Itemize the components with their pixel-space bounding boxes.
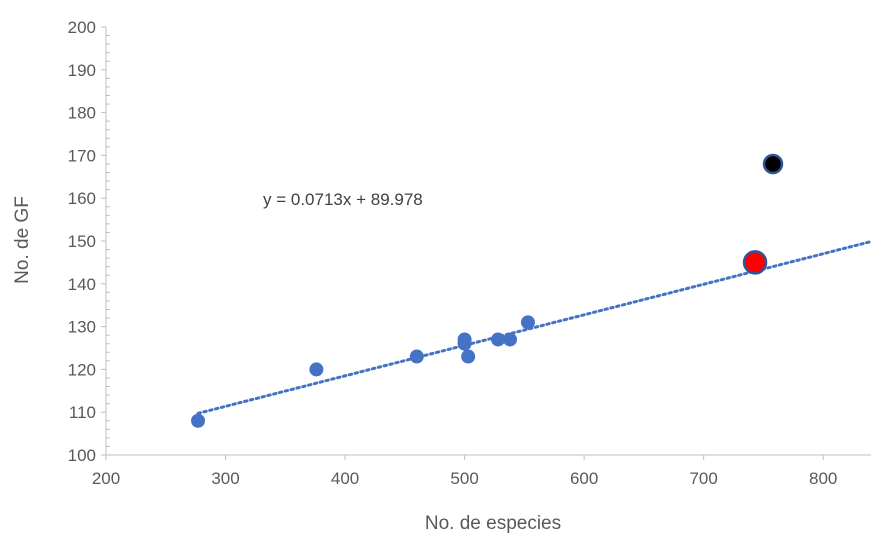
y-tick-label: 120 — [68, 360, 96, 379]
highlight-point-red — [742, 250, 768, 275]
y-tick-label: 140 — [68, 275, 96, 294]
x-tick-label: 800 — [809, 469, 837, 488]
data-point — [309, 362, 324, 377]
data-point — [191, 413, 206, 428]
x-tick-label: 700 — [689, 469, 717, 488]
y-axis-title: No. de GF — [12, 196, 33, 284]
data-point — [409, 349, 424, 364]
x-tick-label: 400 — [331, 469, 359, 488]
data-point — [491, 332, 506, 347]
y-tick-label: 160 — [68, 189, 96, 208]
trendline-equation: y = 0.0713x + 89.978 — [263, 190, 423, 209]
axes: 100 110 120 130 140 150 160 170 180 190 200 200 300 4… — [68, 18, 871, 488]
data-point — [503, 332, 518, 347]
data-point — [461, 349, 476, 364]
x-axis-title: No. de especies — [425, 513, 561, 534]
y-tick-label: 170 — [68, 146, 96, 165]
data-point — [520, 315, 535, 330]
trendline-group — [196, 240, 871, 415]
y-tick-label: 190 — [68, 61, 96, 80]
x-tick-label: 600 — [570, 469, 598, 488]
trendline — [196, 240, 871, 415]
data-point — [457, 336, 472, 351]
y-tick-label: 180 — [68, 104, 96, 123]
data-points — [191, 153, 784, 428]
y-tick-label: 130 — [68, 318, 96, 337]
y-tick-label: 150 — [68, 232, 96, 251]
highlight-point-black — [762, 153, 784, 175]
x-tick-label: 300 — [211, 469, 239, 488]
x-tick-label: 200 — [92, 469, 120, 488]
y-tick-label: 200 — [68, 18, 96, 37]
y-tick-label: 100 — [68, 446, 96, 465]
y-tick-label: 110 — [69, 403, 96, 422]
x-tick-label: 500 — [450, 469, 478, 488]
